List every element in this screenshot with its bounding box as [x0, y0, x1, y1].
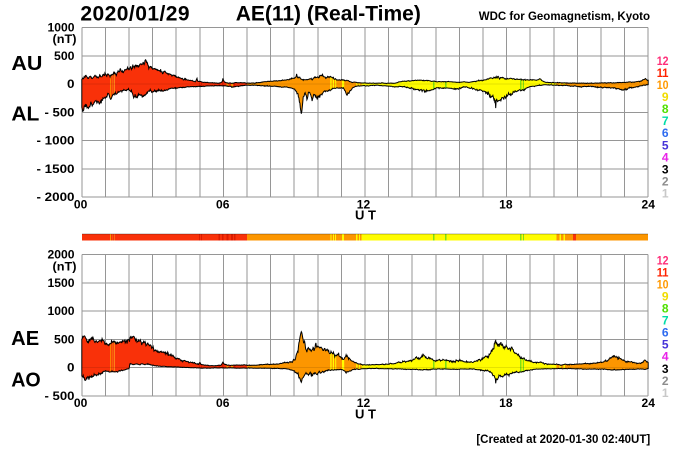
svg-text:00: 00	[74, 200, 87, 212]
svg-text:- 500: - 500	[45, 391, 75, 403]
svg-text:0: 0	[67, 363, 75, 375]
svg-text:00: 00	[74, 398, 87, 410]
svg-text:1500: 1500	[48, 278, 75, 290]
svg-text:4: 4	[662, 150, 669, 164]
svg-text:5: 5	[662, 138, 669, 152]
svg-text:12: 12	[657, 253, 669, 267]
svg-text:AE: AE	[11, 328, 39, 350]
svg-text:U T: U T	[355, 407, 376, 422]
svg-text:500: 500	[54, 51, 75, 63]
svg-text:(nT): (nT)	[53, 262, 77, 274]
svg-text:1000: 1000	[48, 306, 75, 318]
svg-text:6: 6	[662, 126, 669, 140]
svg-text:10: 10	[657, 78, 669, 92]
svg-text:3: 3	[662, 362, 669, 376]
svg-text:10: 10	[657, 277, 669, 291]
svg-text:1: 1	[662, 386, 669, 400]
svg-text:AO: AO	[11, 370, 41, 392]
svg-text:9: 9	[662, 289, 669, 303]
svg-text:U T: U T	[355, 208, 376, 223]
svg-text:AE(11) (Real-Time): AE(11) (Real-Time)	[236, 3, 421, 26]
svg-text:18: 18	[499, 398, 513, 410]
svg-text:12: 12	[357, 200, 370, 212]
svg-text:AL: AL	[11, 104, 39, 126]
svg-text:6: 6	[662, 326, 669, 340]
svg-text:4: 4	[662, 350, 669, 364]
svg-text:8: 8	[662, 102, 669, 116]
svg-text:- 1000: - 1000	[37, 136, 75, 148]
svg-text:11: 11	[657, 265, 669, 279]
svg-text:- 1500: - 1500	[37, 164, 75, 176]
svg-text:3: 3	[662, 162, 669, 176]
svg-text:[Created at 2020-01-30 02:40UT: [Created at 2020-01-30 02:40UT]	[476, 434, 650, 446]
svg-text:2: 2	[662, 174, 669, 188]
svg-text:- 500: - 500	[45, 107, 75, 119]
svg-text:12: 12	[657, 54, 669, 68]
svg-text:24: 24	[642, 200, 656, 212]
svg-text:2000: 2000	[48, 250, 75, 262]
svg-text:06: 06	[216, 398, 229, 410]
svg-text:500: 500	[54, 334, 75, 346]
svg-text:8: 8	[662, 302, 669, 316]
svg-text:18: 18	[499, 200, 513, 212]
svg-text:7: 7	[662, 314, 669, 328]
svg-text:12: 12	[357, 398, 370, 410]
svg-text:1000: 1000	[48, 23, 75, 35]
svg-text:7: 7	[662, 114, 669, 128]
svg-text:1: 1	[662, 186, 669, 200]
svg-text:(nT): (nT)	[53, 34, 77, 46]
svg-text:9: 9	[662, 90, 669, 104]
svg-text:- 2000: - 2000	[37, 192, 75, 204]
svg-text:06: 06	[216, 200, 229, 212]
svg-text:11: 11	[657, 66, 669, 80]
svg-text:5: 5	[662, 338, 669, 352]
svg-text:24: 24	[642, 398, 656, 410]
svg-text:2020/01/29: 2020/01/29	[80, 3, 190, 26]
svg-text:AU: AU	[11, 53, 42, 75]
svg-text:0: 0	[67, 79, 75, 91]
svg-text:WDC for Geomagnetism, Kyoto: WDC for Geomagnetism, Kyoto	[479, 11, 650, 23]
svg-text:2: 2	[662, 374, 669, 388]
